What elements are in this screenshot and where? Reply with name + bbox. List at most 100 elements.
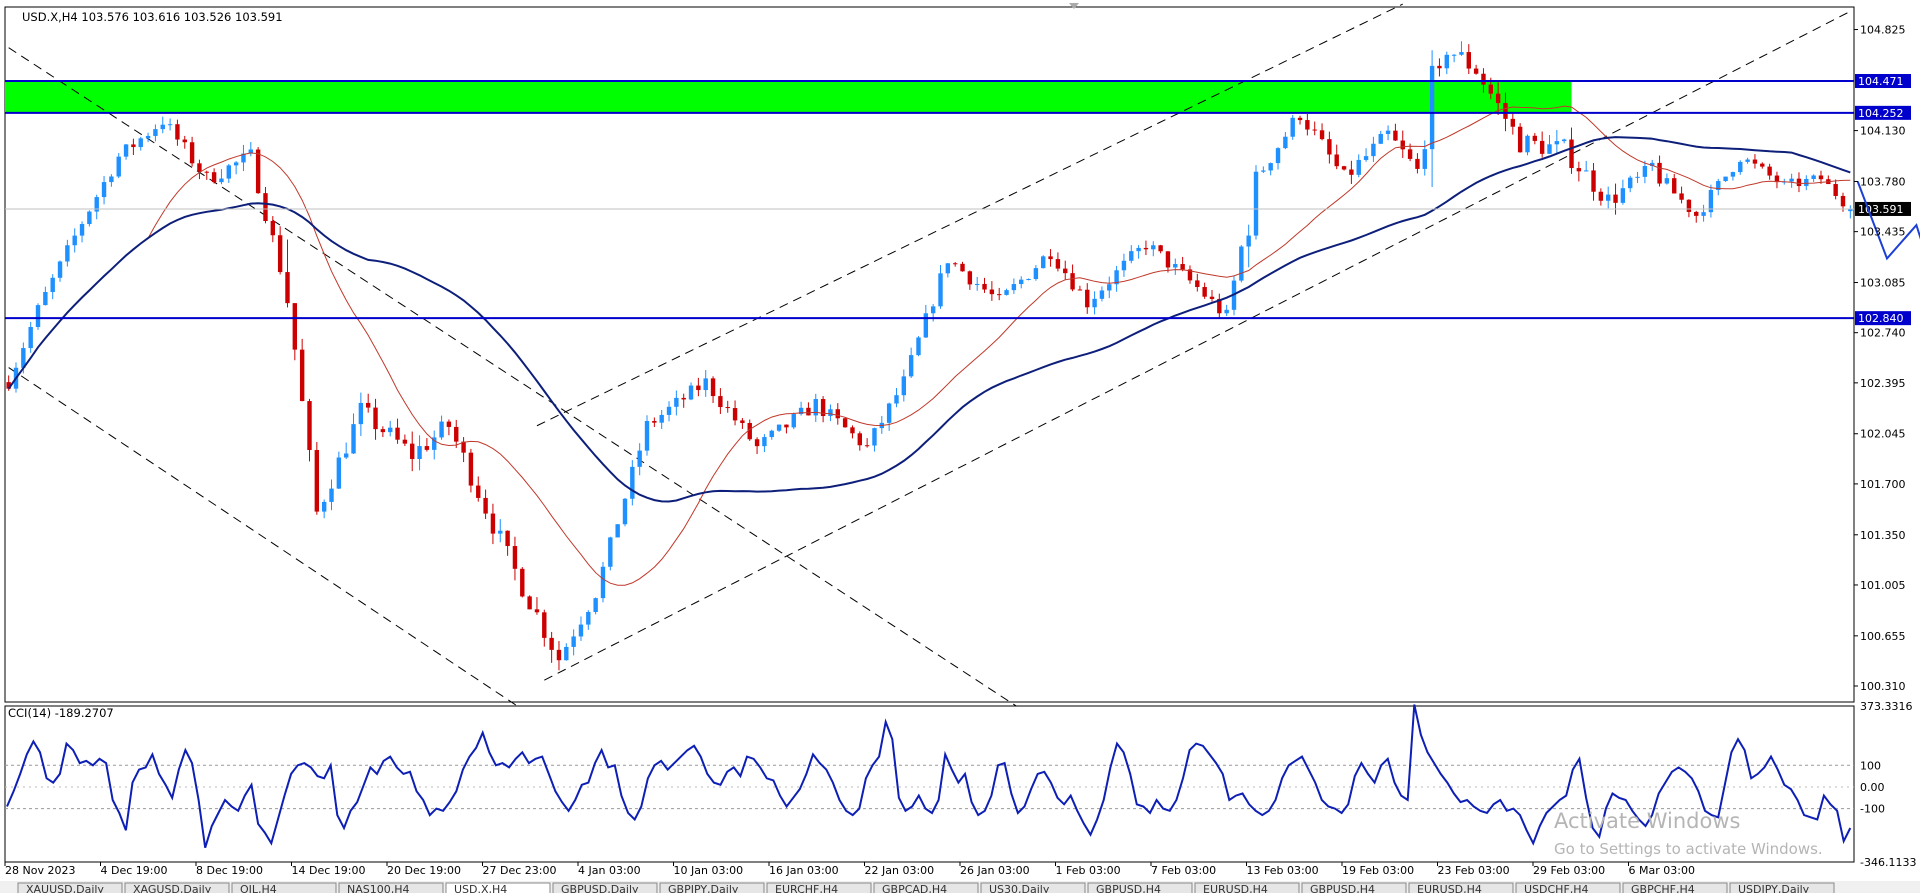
candle-body: [1283, 136, 1288, 149]
chart-tab[interactable]: GBPCHF,H4: [1622, 882, 1728, 893]
chart-tab[interactable]: OIL,H4: [231, 882, 337, 893]
candle: [1019, 276, 1024, 289]
candle: [600, 561, 606, 603]
candle-body: [1539, 140, 1545, 154]
candle: [1371, 136, 1376, 163]
candle-body: [1789, 178, 1794, 182]
candle: [189, 136, 195, 167]
candle: [1620, 179, 1626, 205]
chart-tab[interactable]: GBPJPY,Daily: [659, 882, 765, 893]
chart-tab[interactable]: GBPCAD,H4: [873, 882, 979, 893]
x-tick-label: 1 Feb 03:00: [1056, 864, 1121, 877]
candle-body: [241, 153, 246, 163]
chart-tab-bg: [873, 882, 979, 893]
candle-body: [1437, 65, 1442, 69]
candle: [1539, 131, 1545, 158]
candle: [498, 519, 503, 543]
candle-body: [1760, 163, 1765, 167]
channel-line-4: [544, 10, 1851, 681]
y-tick-label: 104.825: [1860, 24, 1906, 37]
candle-body: [72, 235, 77, 246]
candle: [476, 476, 481, 502]
x-tick-label: 28 Nov 2023: [5, 864, 75, 877]
chart-tab[interactable]: XAUUSD,Daily: [17, 882, 123, 893]
candle: [659, 409, 664, 429]
ma-line-20: [8, 105, 1851, 586]
chart-tab[interactable]: USD.X,H4: [445, 882, 551, 893]
chart-tab[interactable]: USDCHF,H4: [1515, 882, 1621, 893]
supply-zone-rect: [5, 81, 1572, 113]
candle-body: [197, 163, 202, 172]
candle-body: [754, 439, 760, 447]
candle: [1055, 252, 1061, 272]
y-tick-label: 101.700: [1860, 478, 1906, 491]
candle: [850, 425, 855, 439]
candle: [446, 419, 452, 436]
candle-body: [886, 403, 892, 423]
chart-tab[interactable]: EURUSD,H4: [1408, 882, 1514, 893]
candle: [123, 143, 129, 160]
candle-body: [1451, 54, 1457, 56]
chart-tab[interactable]: EURUSD,H4: [1194, 882, 1300, 893]
chart-tab[interactable]: US30,Daily: [980, 882, 1086, 893]
candle-body: [542, 612, 547, 638]
candle-body: [321, 501, 327, 512]
candle-body: [1481, 73, 1486, 85]
candle-body: [57, 261, 63, 278]
chart-tab[interactable]: NAS100,H4: [338, 882, 444, 893]
y-tick-label: 100.655: [1860, 630, 1906, 643]
candle: [974, 276, 980, 291]
chart-tab[interactable]: XAGUSD,Daily: [124, 882, 230, 893]
candle: [762, 434, 767, 453]
candle: [828, 404, 833, 422]
candle-body: [314, 450, 320, 512]
candle-body: [343, 453, 349, 458]
candle-body: [483, 497, 488, 514]
candle-body: [248, 149, 254, 154]
candle: [586, 610, 591, 630]
chart-tab[interactable]: GBPUSD,Daily: [552, 882, 658, 893]
candle-body: [490, 513, 496, 534]
watermark-title: Activate Windows: [1554, 809, 1740, 833]
candle: [248, 142, 254, 157]
chart-tab[interactable]: EURCHF,H4: [766, 882, 872, 893]
candle-body: [1136, 247, 1141, 252]
candle: [461, 437, 466, 463]
chart-tab[interactable]: GBPUSD,H4: [1087, 882, 1193, 893]
candle-body: [373, 407, 378, 430]
y-tick-label: 103.435: [1860, 226, 1906, 239]
candle: [1701, 204, 1706, 222]
candle: [1246, 224, 1251, 268]
main-chart-pane[interactable]: [4, 3, 1855, 703]
chart-tab[interactable]: GBPUSD,H4: [1301, 882, 1407, 893]
candle: [688, 382, 694, 401]
candle-body: [1297, 117, 1303, 121]
resistance-zone: [5, 81, 1572, 113]
candle: [534, 597, 540, 615]
candle-body: [1033, 268, 1039, 280]
candle-body: [1569, 139, 1574, 169]
projection-path: [1856, 181, 1920, 261]
symbol-header: USD.X,H4 103.576 103.616 103.526 103.591: [22, 10, 283, 24]
candle-body: [842, 418, 848, 428]
cci-header: CCI(14) -189.2707: [8, 706, 114, 720]
candle-body: [1305, 120, 1310, 130]
candle-body: [593, 598, 598, 612]
cci-pane[interactable]: 373.3316 100 0.00 -100 -346.1133: [4, 700, 1916, 869]
candle: [388, 420, 393, 437]
candle-body: [79, 224, 85, 236]
candle-body: [696, 385, 701, 391]
candle: [901, 369, 907, 402]
x-tick-label: 4 Dec 19:00: [101, 864, 168, 877]
candle-body: [806, 407, 811, 416]
cci-tick-label: 100: [1860, 759, 1881, 772]
chart-tab[interactable]: USDJPY,Daily: [1729, 882, 1835, 893]
candle: [1473, 64, 1479, 75]
candle: [1173, 258, 1178, 275]
candle: [1209, 289, 1215, 302]
candle-body: [1444, 54, 1449, 69]
candle-body: [1400, 140, 1405, 150]
cci-pane-frame: [4, 705, 1855, 863]
candle: [285, 239, 290, 308]
candle-body: [1532, 135, 1538, 141]
